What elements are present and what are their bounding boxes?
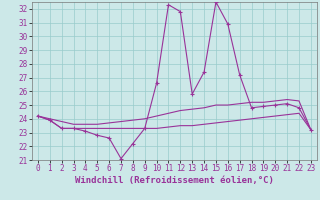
X-axis label: Windchill (Refroidissement éolien,°C): Windchill (Refroidissement éolien,°C) (75, 176, 274, 185)
